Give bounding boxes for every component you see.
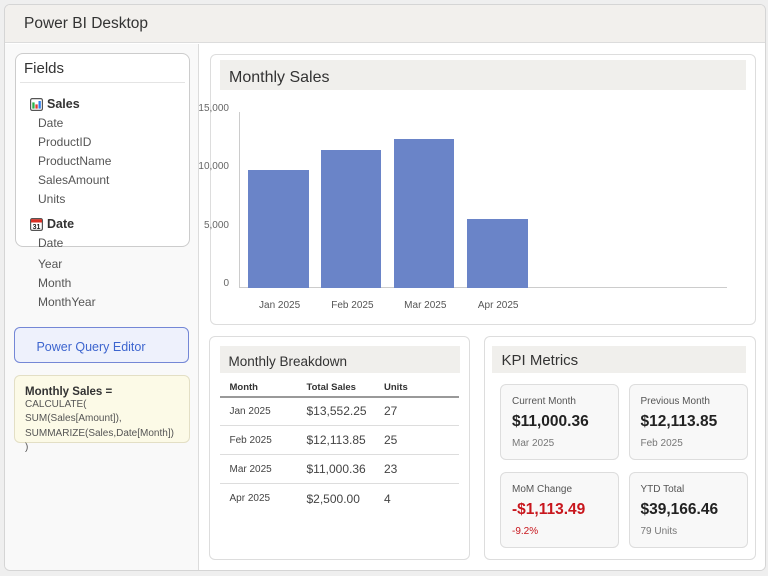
svg-text:31: 31 <box>33 224 41 231</box>
